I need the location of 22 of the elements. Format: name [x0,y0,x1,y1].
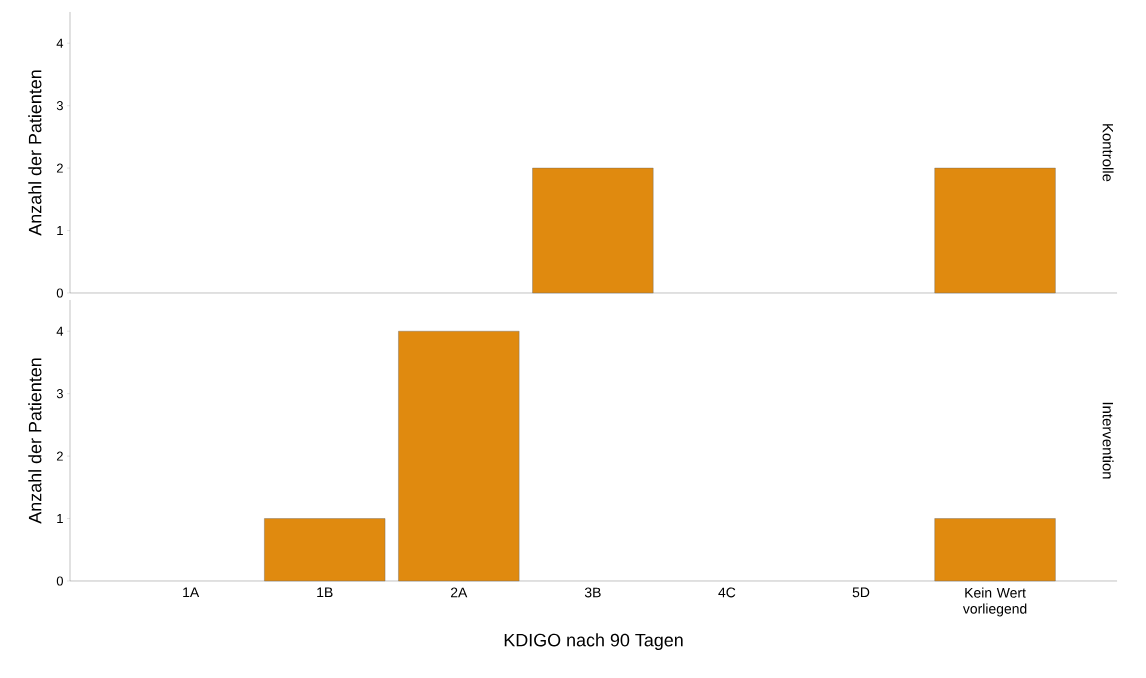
x-tick-label: 4C [718,587,736,598]
x-axis-title: KDIGO nach 90 Tagen [504,633,683,650]
x-tick-label: Kein Wert vorliegend [962,587,1027,617]
y2-axis-title: Intervention [1102,402,1114,479]
y-tick-label: 4 [56,326,64,336]
y-tick-label: 2 [56,451,63,461]
y-tick-label: 0 [56,576,63,586]
y-tick-label: 1 [57,226,63,235]
x-tick-label: 1A [183,587,200,598]
y2-axis-title: Kontrolle [1102,124,1114,182]
y-tick-label: 0 [56,288,63,298]
y-tick-label: 3 [56,389,63,399]
y-axis-title: Anzahl der Patienten [28,70,42,236]
x-tick-label: 1B [317,587,333,598]
y-tick-label: 1 [57,514,63,523]
y-tick-label: 4 [56,38,64,48]
x-tick-label: 2A [450,587,468,598]
x-tick-label: 5D [852,587,870,598]
y-tick-label: 2 [56,163,63,173]
y-tick-label: 3 [56,101,63,111]
x-tick-label: 3B [584,587,601,598]
y-axis-title: Anzahl der Patienten [28,358,42,524]
